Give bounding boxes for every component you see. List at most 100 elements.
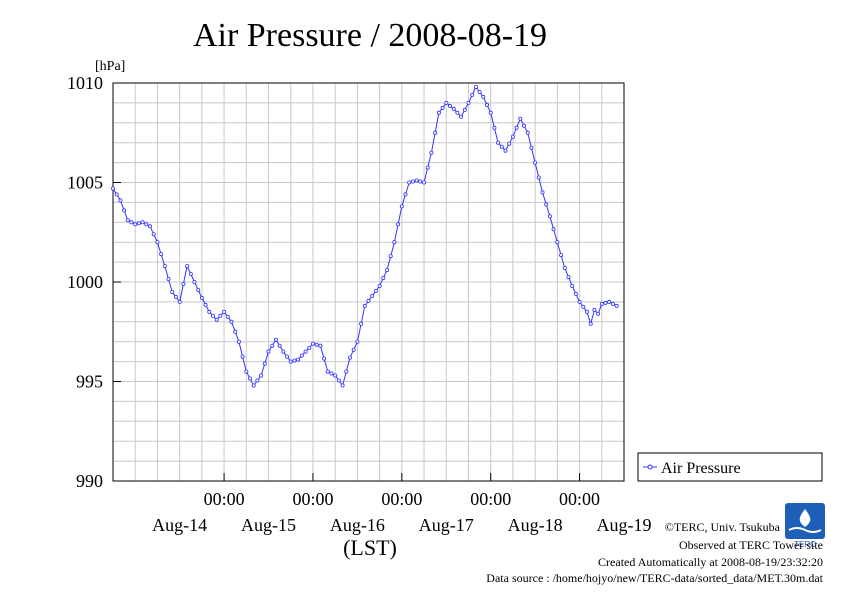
data-point (210, 313, 215, 318)
data-point (499, 144, 504, 149)
data-point (525, 130, 530, 135)
data-point (270, 343, 275, 348)
data-point (573, 291, 578, 296)
credit-copyright: ©TERC, Univ. Tsukuba (665, 520, 781, 534)
data-point (129, 220, 134, 225)
data-point (366, 298, 371, 303)
grid (113, 83, 624, 481)
data-point (292, 358, 297, 363)
data-point (177, 299, 182, 304)
data-point (614, 303, 619, 308)
data-point (318, 343, 323, 348)
data-point (125, 218, 130, 223)
legend-label: Air Pressure (661, 460, 741, 477)
data-point (262, 361, 267, 366)
data-point (447, 103, 452, 108)
y-tick-label: 995 (76, 372, 103, 392)
x-tick-label: 00:00 (381, 489, 422, 509)
x-tick-label: 00:00 (204, 489, 245, 509)
data-point (188, 271, 193, 276)
data-point (581, 304, 586, 309)
data-point (229, 319, 234, 324)
data-point (529, 145, 534, 150)
data-point (444, 100, 449, 105)
data-point (303, 349, 308, 354)
data-point (133, 222, 138, 227)
data-point (322, 356, 327, 361)
data-point (410, 179, 415, 184)
data-point (222, 309, 227, 314)
data-point (233, 329, 238, 334)
data-point (251, 383, 256, 388)
data-point (166, 276, 171, 281)
x-date-label: Aug-19 (597, 515, 652, 535)
data-point (510, 134, 515, 139)
data-point (518, 116, 523, 121)
data-point (388, 254, 393, 259)
data-point (347, 355, 352, 360)
data-point (155, 240, 160, 245)
data-point (462, 107, 467, 112)
x-date-label: Aug-18 (508, 515, 563, 535)
y-axis-unit: [hPa] (95, 59, 125, 74)
data-point (585, 309, 590, 314)
data-point (492, 125, 497, 130)
data-point (310, 341, 315, 346)
x-date-labels: Aug-14 Aug-15 Aug-16 Aug-17 Aug-18 Aug-19 (152, 515, 651, 535)
data-point (196, 287, 201, 292)
data-point (540, 190, 545, 195)
data-point (114, 192, 119, 197)
x-tick-label: 00:00 (292, 489, 333, 509)
data-point (399, 204, 404, 209)
data-point (255, 378, 260, 383)
data-point (610, 301, 615, 306)
data-point (147, 224, 152, 229)
data-point (570, 283, 575, 288)
data-point (403, 192, 408, 197)
data-point (484, 102, 489, 107)
series-layer (111, 85, 619, 388)
y-tick-label: 1000 (67, 272, 103, 292)
data-point (496, 140, 501, 145)
data-point (336, 378, 341, 383)
data-point (273, 337, 278, 342)
data-point (281, 349, 286, 354)
data-point (507, 141, 512, 146)
data-point (325, 369, 330, 374)
data-point (396, 222, 401, 227)
data-point (151, 232, 156, 237)
data-point (333, 373, 338, 378)
data-point (421, 180, 426, 185)
data-point (436, 110, 441, 115)
data-point (207, 309, 212, 314)
x-axis-label: (LST) (343, 535, 397, 560)
logo-drop (799, 509, 811, 527)
data-point (329, 371, 334, 376)
data-point (185, 264, 190, 269)
data-point (247, 376, 252, 381)
data-point (607, 299, 612, 304)
data-point (351, 347, 356, 352)
credit-source: Data source : /home/hojyo/new/TERC-data/… (486, 571, 823, 585)
data-point (140, 220, 145, 225)
data-point (159, 252, 164, 257)
data-point (481, 94, 486, 99)
data-point (384, 268, 389, 273)
credit-site: Observed at TERC Tower site (679, 538, 823, 552)
legend-marker (647, 464, 653, 470)
x-date-label: Aug-14 (152, 515, 207, 535)
data-point (596, 311, 601, 316)
data-point (225, 314, 230, 319)
credit-created: Created Automatically at 2008-08-19/23:3… (598, 555, 823, 569)
data-point (562, 266, 567, 271)
data-point (266, 349, 271, 354)
data-point (392, 240, 397, 245)
data-point (218, 313, 223, 318)
data-point (296, 357, 301, 362)
data-point (203, 302, 208, 307)
data-point (192, 279, 197, 284)
data-point (277, 343, 282, 348)
data-point (566, 274, 571, 279)
data-point (603, 300, 608, 305)
data-point (344, 369, 349, 374)
